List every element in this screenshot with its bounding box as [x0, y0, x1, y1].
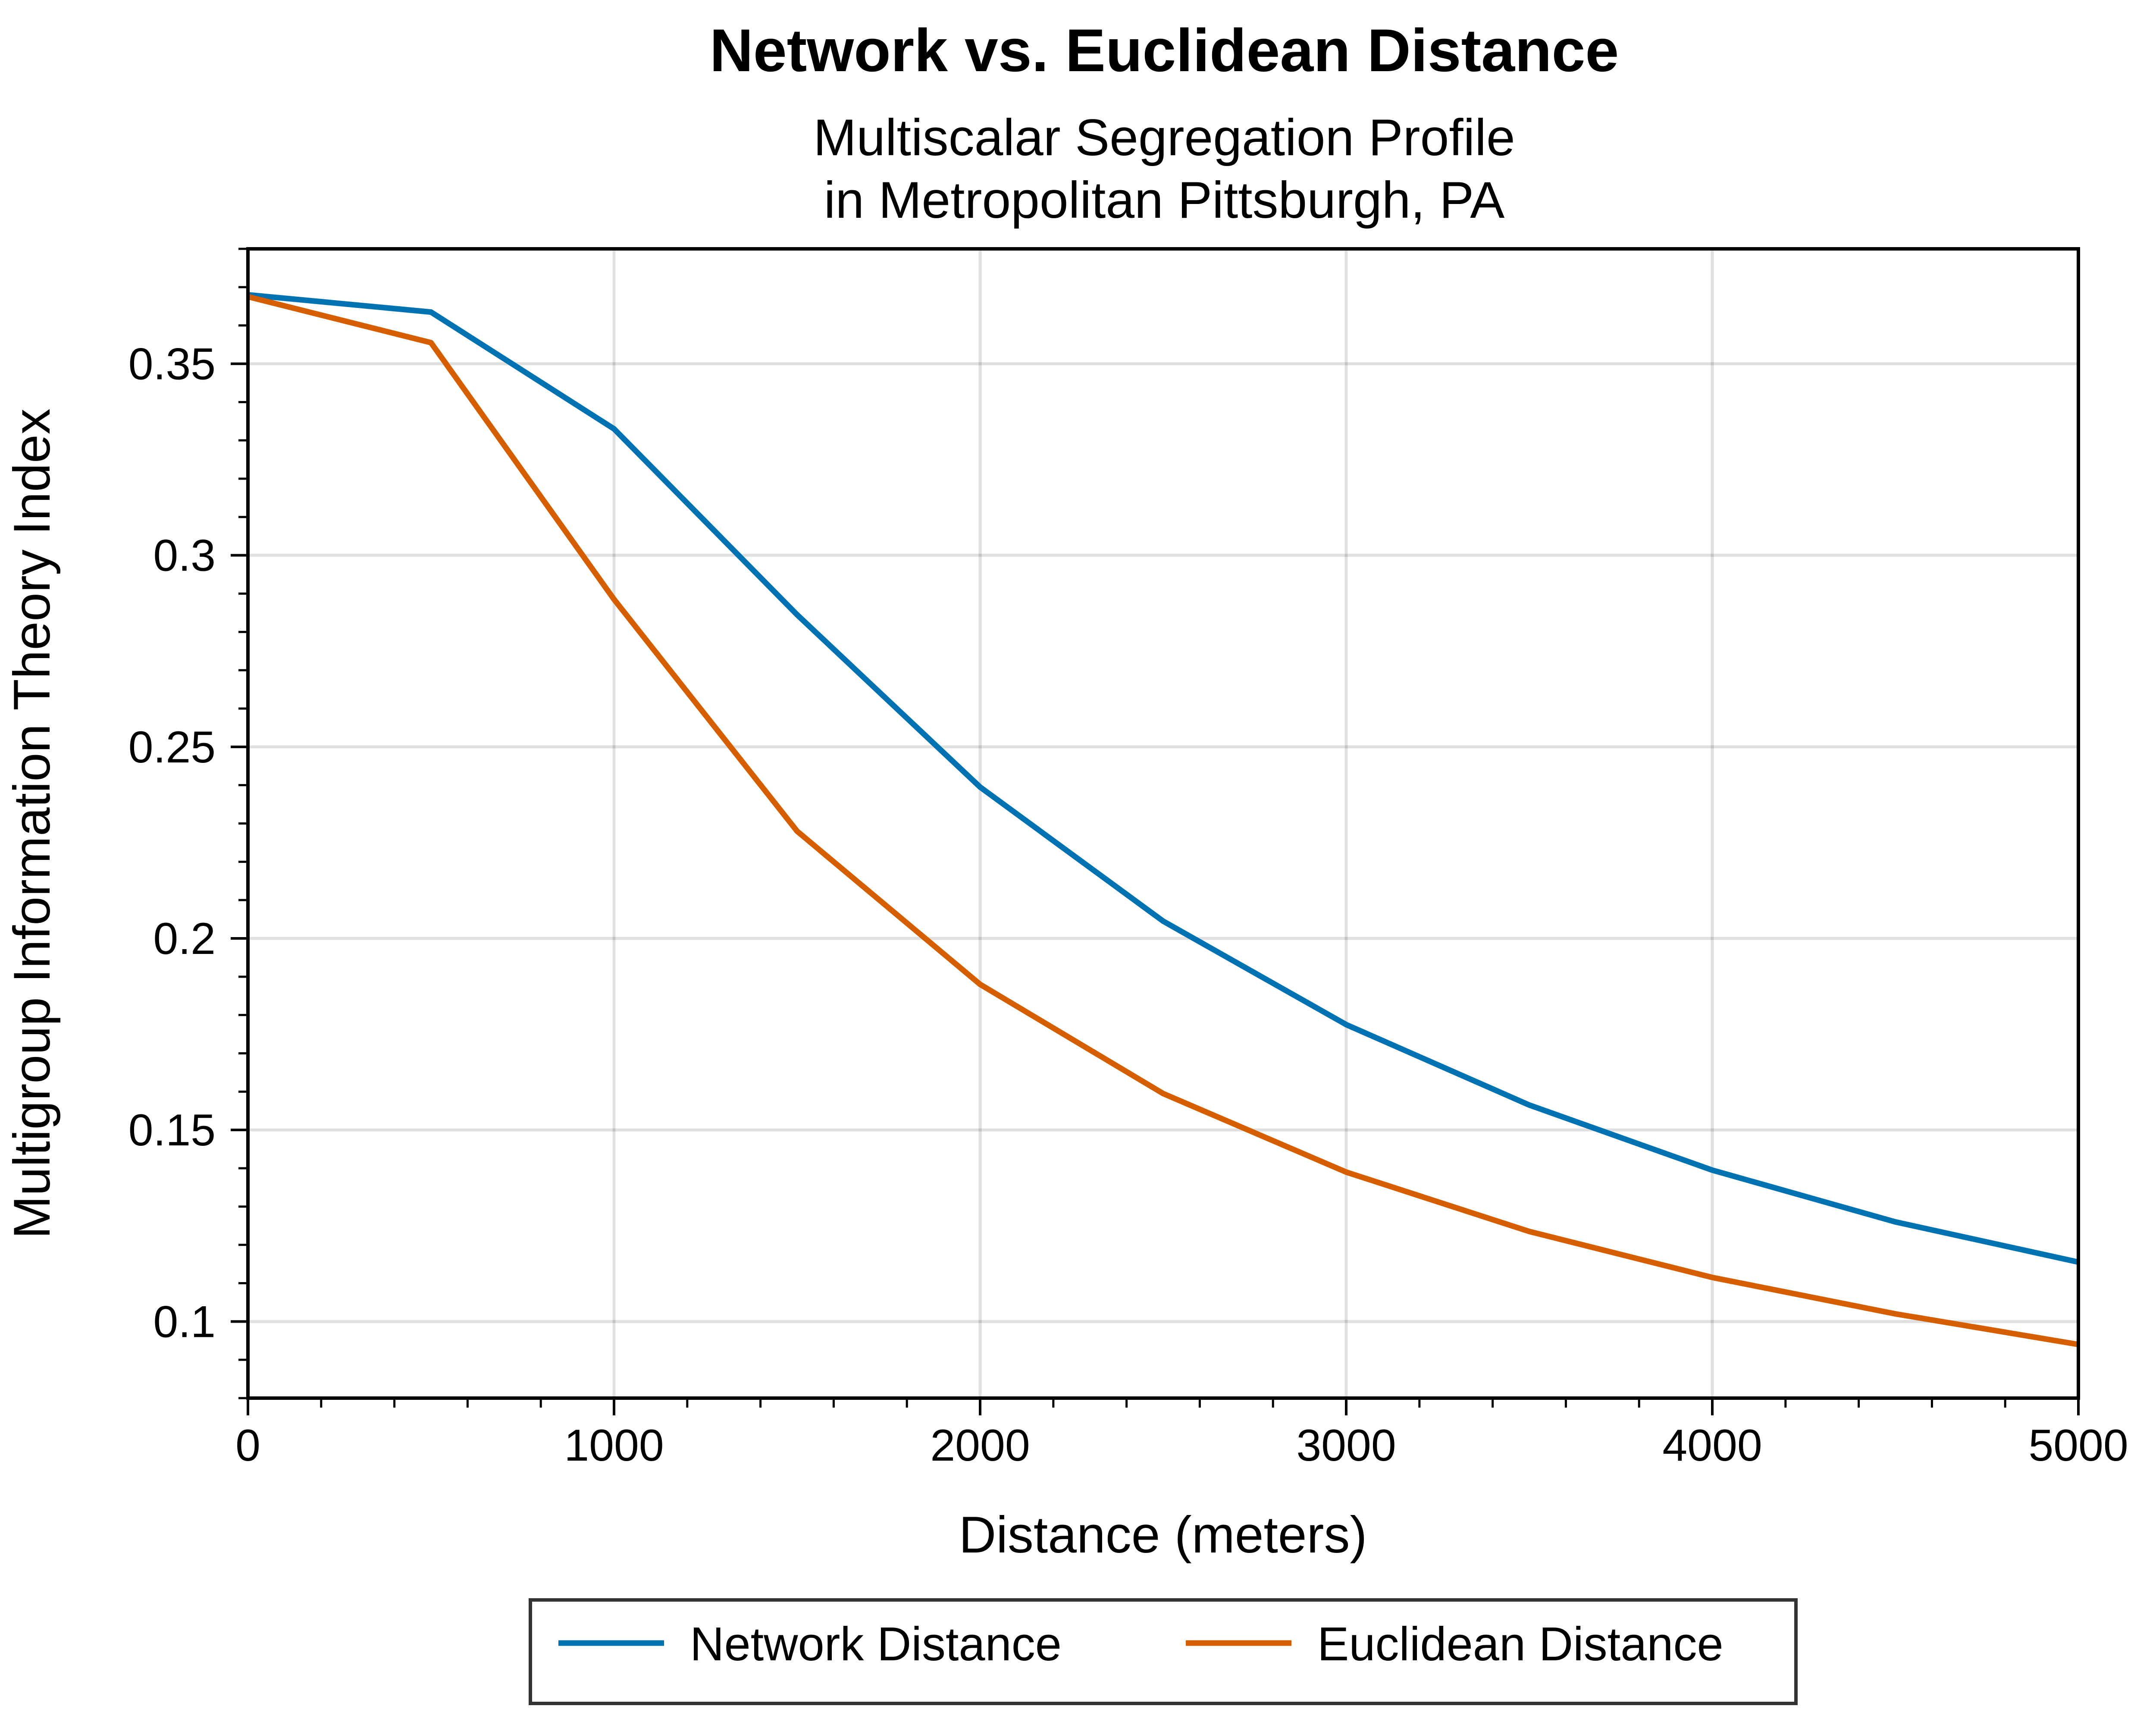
y-tick-label: 0.35	[128, 339, 216, 389]
legend-box	[529, 1598, 1798, 1705]
series-lines	[247, 292, 2079, 1348]
x-tick-label: 5000	[2028, 1421, 2128, 1471]
series-line-euclidean-distance	[247, 294, 2079, 1348]
y-axis-label: Multigroup Information Theory Index	[3, 408, 61, 1239]
chart-subtitle-line-1: Multiscalar Segregation Profile	[813, 109, 1515, 166]
y-tick-label: 0.15	[128, 1105, 216, 1155]
chart-subtitle-line-2: in Metropolitan Pittsburgh, PA	[824, 171, 1505, 229]
x-tick-label: 3000	[1296, 1421, 1396, 1471]
x-tick-label: 4000	[1662, 1421, 1762, 1471]
y-tick-label: 0.1	[153, 1297, 216, 1347]
axis-ticks	[231, 248, 2080, 1415]
legend-label-network: Network Distance	[690, 1618, 1062, 1671]
series-line-network-distance	[248, 292, 2079, 1265]
legend-label-euclidean: Euclidean Distance	[1317, 1618, 1724, 1671]
x-axis-label: Distance (meters)	[959, 1506, 1367, 1564]
y-tick-label: 0.3	[153, 531, 216, 581]
y-tick-label: 0.25	[128, 722, 216, 772]
x-tick-label: 2000	[930, 1421, 1030, 1471]
chart-title: Network vs. Euclidean Distance	[710, 16, 1619, 84]
x-tick-label: 0	[235, 1421, 260, 1471]
x-tick-label: 1000	[564, 1421, 664, 1471]
y-tick-label: 0.2	[153, 914, 216, 964]
legend: Network Distance Euclidean Distance	[529, 1598, 1798, 1705]
axis-tick-labels: 0 1000 2000 3000 4000 5000 0.1 0.15 0.2 0.25 0.3 0.…	[128, 339, 2128, 1471]
